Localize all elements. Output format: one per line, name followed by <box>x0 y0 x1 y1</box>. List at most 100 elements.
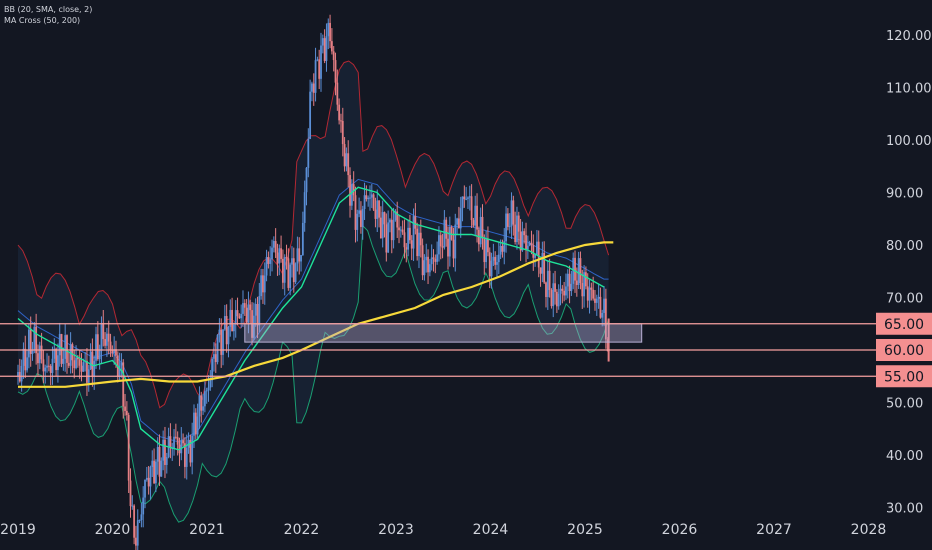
candle-body <box>476 205 478 230</box>
level-label: 60.00 <box>884 343 924 359</box>
candle-body <box>26 357 28 371</box>
candle-body <box>240 313 243 319</box>
candle-body <box>136 520 139 546</box>
bb-legend-label[interactable]: BB (20, SMA, close, 2) <box>4 5 93 14</box>
candle-body <box>338 104 341 121</box>
candle-body <box>46 365 48 368</box>
candle-body <box>448 226 451 257</box>
candle-body <box>214 354 217 363</box>
candle-body <box>421 245 424 276</box>
candle-body <box>343 144 346 167</box>
candle-body <box>49 366 52 373</box>
candle-body <box>512 200 515 225</box>
candle-body <box>203 391 206 407</box>
candle-body <box>501 246 504 252</box>
candle-body <box>196 416 199 435</box>
candle-body <box>577 258 580 285</box>
candle-body <box>325 36 328 61</box>
candle-body <box>225 316 228 345</box>
candle-body <box>374 209 377 219</box>
candle-body <box>207 387 210 391</box>
candle-body <box>98 350 101 360</box>
candle-body <box>390 219 393 241</box>
candle-body <box>483 238 486 263</box>
candle-body <box>227 326 230 345</box>
candle-body <box>347 153 350 176</box>
candle-body <box>271 247 273 260</box>
candle-body <box>111 350 114 354</box>
candle-body <box>555 291 558 307</box>
candle-body <box>256 303 259 326</box>
candle-body <box>298 248 301 262</box>
candle-body <box>341 120 344 145</box>
candle-body <box>570 283 573 292</box>
candle-body <box>51 358 54 373</box>
candle-body <box>231 309 233 332</box>
candle-body <box>75 357 77 369</box>
level-label-box <box>876 312 932 335</box>
y-tick-label: 50.00 <box>886 397 923 412</box>
candle-body <box>185 447 188 467</box>
x-tick-label: 2025 <box>567 522 603 538</box>
candle-body <box>572 257 575 284</box>
candle-body <box>370 194 373 198</box>
x-tick-label: 2026 <box>662 522 698 538</box>
candle-body <box>472 220 475 226</box>
candle-body <box>519 231 522 251</box>
candle-body <box>517 215 520 232</box>
candle-body <box>131 505 134 507</box>
candle-body <box>574 257 576 281</box>
candle-body <box>530 242 533 246</box>
ma200-line <box>18 241 614 388</box>
candle-body <box>180 440 183 454</box>
candle-body <box>222 329 224 355</box>
candle-body <box>24 348 27 371</box>
candle-body <box>510 200 513 227</box>
candle-body <box>292 258 295 283</box>
candle-body <box>394 211 397 221</box>
candle-body <box>439 235 442 247</box>
candle-body <box>443 219 446 248</box>
candle-body <box>216 334 219 363</box>
bb-lower-line <box>17 224 610 523</box>
candle-body <box>80 365 83 372</box>
candle-body <box>73 360 76 369</box>
candle-body <box>465 198 468 200</box>
candle-body <box>307 138 310 168</box>
candle-body <box>321 38 324 46</box>
candle-body <box>311 83 313 92</box>
candle-body <box>361 209 364 227</box>
candle-body <box>506 213 509 227</box>
candle-body <box>169 436 172 448</box>
candle-body <box>365 195 368 200</box>
candle-body <box>367 197 370 200</box>
candle-body <box>303 192 306 223</box>
candle-body <box>42 359 45 372</box>
candle-body <box>213 354 215 359</box>
candle-body <box>138 519 141 521</box>
candle-body <box>378 200 380 218</box>
y-tick-label: 100.00 <box>886 134 932 149</box>
x-tick-label: 2028 <box>851 522 887 538</box>
candle-body <box>135 537 137 546</box>
candle-body <box>245 307 248 323</box>
candle-body <box>459 208 462 229</box>
candle-body <box>174 436 177 438</box>
candle-body <box>585 272 587 287</box>
candle-body <box>428 264 431 273</box>
candle-body <box>349 175 351 206</box>
candle-body <box>590 287 593 290</box>
candle-body <box>481 216 484 239</box>
level-label-box <box>876 339 932 361</box>
candle-body <box>202 406 204 411</box>
y-tick-label: 80.00 <box>886 239 923 254</box>
candle-body <box>122 362 125 407</box>
level-label-box <box>876 365 932 388</box>
candle-body <box>441 246 444 248</box>
candle-body <box>145 477 148 480</box>
ma-cross-legend-label[interactable]: MA Cross (50, 200) <box>4 16 81 25</box>
candle-body <box>184 443 186 467</box>
candle-body <box>487 239 489 253</box>
candle-body <box>392 220 395 241</box>
